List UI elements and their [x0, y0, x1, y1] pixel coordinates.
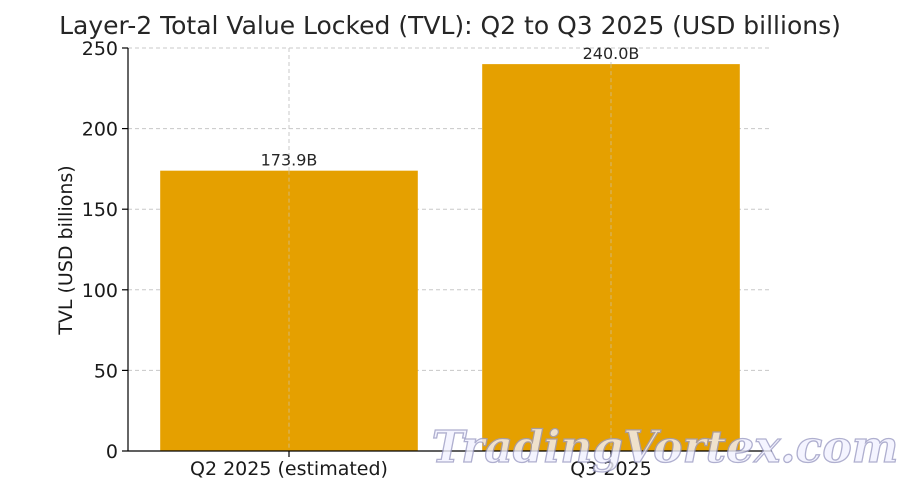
x-tick-label: Q2 2025 (estimated) — [190, 458, 388, 480]
y-tick-label: 250 — [82, 38, 118, 60]
y-axis-label: TVL (USD billions) — [55, 165, 77, 335]
data-label: 240.0B — [583, 44, 640, 63]
y-tick-label: 0 — [106, 441, 118, 463]
y-tick-label: 200 — [82, 119, 118, 141]
x-tick-label: Q3 2025 — [570, 458, 651, 480]
y-tick-labels: 0 50 100 150 200 250 — [82, 38, 118, 463]
y-tick-label: 100 — [82, 280, 118, 302]
data-labels: 173.9B 240.0B — [261, 44, 640, 170]
axes — [122, 47, 772, 457]
y-tick-label: 50 — [94, 360, 118, 382]
watermark-logo: TradingVortex.com — [432, 422, 899, 473]
data-label: 173.9B — [261, 151, 318, 170]
y-tick-label: 150 — [82, 199, 118, 221]
bars — [160, 64, 740, 452]
chart-title: Layer-2 Total Value Locked (TVL): Q2 to … — [59, 11, 841, 40]
x-tick-labels: Q2 2025 (estimated) Q3 2025 — [190, 458, 652, 480]
